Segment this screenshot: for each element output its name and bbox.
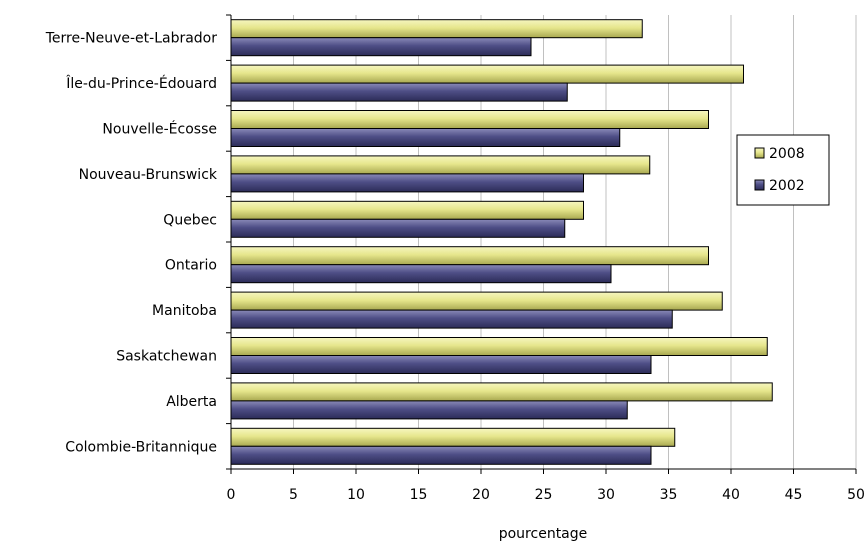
x-tick-label: 35: [660, 487, 678, 503]
legend-swatch-2008: [754, 147, 765, 159]
bar-2008: [230, 155, 651, 175]
bar-2002: [230, 218, 566, 238]
x-tick-labels: 0 5 10 15 20 25 30 35 40 45 50: [227, 487, 865, 503]
category-label: Île-du-Prince-Édouard: [65, 74, 217, 92]
category-label: Manitoba: [152, 303, 217, 319]
category-label: Colombie-Britannique: [65, 439, 217, 455]
bar-2008: [230, 427, 676, 447]
x-axis-title: pourcentage: [499, 526, 588, 542]
category-label: Nouveau-Brunswick: [79, 167, 218, 183]
axes: [226, 14, 857, 474]
category-label: Ontario: [165, 258, 217, 274]
bar-2008: [230, 64, 744, 84]
bar-2002: [230, 37, 532, 57]
bar-2008: [230, 110, 709, 129]
x-tick-label: 10: [347, 487, 365, 503]
x-tick-label: 50: [847, 487, 865, 503]
bar-2002: [230, 173, 584, 193]
legend-box: [736, 134, 830, 206]
bar-2002: [230, 355, 652, 374]
legend: 2008 2002: [736, 134, 830, 206]
bar-2002: [230, 400, 628, 420]
x-tick-label: 15: [410, 487, 428, 503]
bar-2008: [230, 382, 773, 402]
category-label: Quebec: [163, 212, 217, 228]
x-tick-label: 45: [785, 487, 803, 503]
bar-2008: [230, 200, 584, 220]
legend-swatch-2002: [754, 179, 765, 191]
bar-2002: [230, 445, 652, 465]
category-label: Nouvelle-Écosse: [102, 121, 217, 138]
bar-2002: [230, 264, 612, 284]
category-label: Alberta: [166, 394, 217, 410]
x-tick-label: 5: [289, 487, 298, 503]
bar-2002: [230, 128, 621, 147]
legend-label-2008: 2008: [769, 146, 805, 162]
x-tick-label: 30: [597, 487, 615, 503]
bars: [230, 19, 773, 465]
category-labels: Terre-Neuve-et-Labrador Île-du-Prince-Édo…: [45, 31, 218, 456]
bar-2008: [230, 337, 768, 356]
x-tick-label: 40: [722, 487, 740, 503]
category-label: Terre-Neuve-et-Labrador: [45, 31, 218, 47]
bar-2008: [230, 291, 723, 311]
x-tick-label: 25: [535, 487, 553, 503]
x-tick-label: 0: [227, 487, 236, 503]
bar-2008: [230, 246, 709, 266]
x-tick-label: 20: [472, 487, 490, 503]
bar-2002: [230, 309, 673, 329]
category-label: Saskatchewan: [116, 349, 217, 365]
bar-2008: [230, 19, 643, 39]
legend-label-2002: 2002: [769, 178, 805, 194]
bar-2002: [230, 82, 568, 102]
